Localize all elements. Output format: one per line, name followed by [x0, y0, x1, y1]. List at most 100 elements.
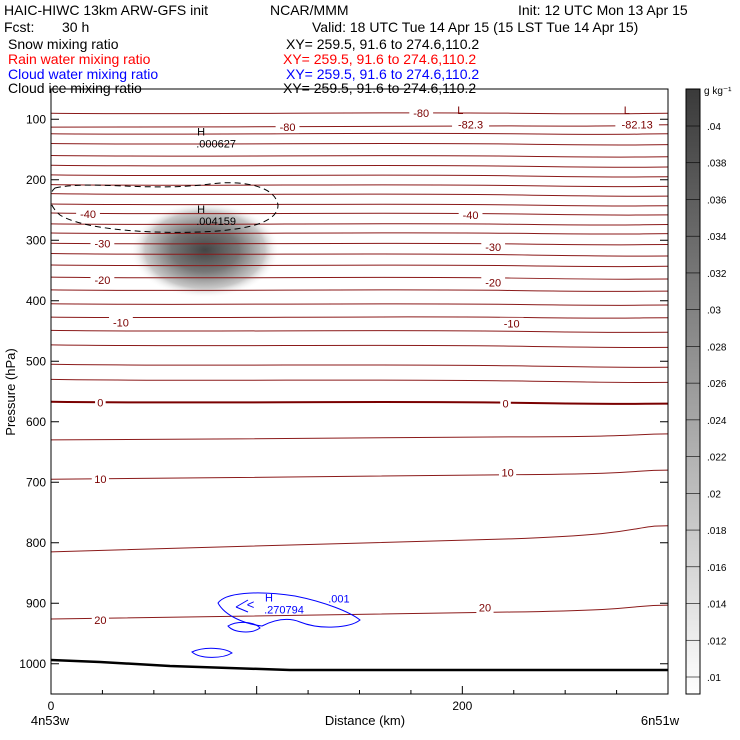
isotherm-line — [51, 469, 668, 480]
temperature-label: -40 — [80, 209, 96, 221]
valid-time: Valid: 18 UTC Tue 14 Apr 15 (15 LST Tue … — [312, 19, 639, 35]
contour-labels: -80 -80 -82.3 -82.13 -40 -40 -30 -30 -20 -20 -10 -1… — [76, 105, 659, 627]
temperature-label-bg — [476, 601, 494, 614]
temperature-label-bg — [275, 121, 300, 134]
temperature-label-bg — [76, 208, 100, 221]
colorbar-ticks: .01 .012 .014 .016 .018 .02 .022 .024 .026 .028 .0… — [686, 122, 727, 684]
isotherm-line — [51, 203, 668, 207]
isotherm-line — [51, 276, 668, 280]
isotherm-line — [51, 289, 668, 292]
model-title: HAIC-HIWC 13km ARW-GFS init — [4, 2, 209, 18]
isotherm-line — [51, 212, 668, 216]
y-tick-label: 800 — [26, 536, 46, 550]
isotherm-line — [51, 124, 668, 128]
temperature-label-bg — [90, 237, 115, 250]
isotherm-line — [51, 184, 668, 188]
temperature-label: -10 — [504, 319, 520, 331]
y-tick-label: 500 — [26, 354, 46, 368]
low-marker: L — [624, 105, 630, 117]
field-name-cloud-water: Cloud water mixing ratio — [8, 66, 159, 82]
colorbar-tick-label: .022 — [707, 453, 727, 464]
isotherm-line — [51, 253, 668, 257]
cloud-water-label: .001 — [328, 593, 349, 605]
temperature-label: -82.13 — [622, 120, 653, 132]
isotherm-line — [51, 378, 668, 384]
field-name-rain: Rain water mixing ratio — [8, 51, 151, 67]
temperature-label-bg — [91, 473, 109, 486]
temperature-label: 20 — [94, 615, 106, 627]
colorbar-tick-label: .026 — [707, 379, 727, 390]
y-tick-label: 200 — [26, 173, 46, 187]
snow-shading — [130, 202, 280, 298]
temperature-label-bg — [452, 118, 490, 131]
cloud-water-contour — [217, 592, 361, 628]
colorbar-tick-label: .01 — [707, 673, 721, 684]
x-tick-label: 200 — [452, 699, 472, 713]
colorbar-tick-label: .018 — [707, 526, 727, 537]
isotherm-line — [51, 223, 668, 226]
x-tick-label: 0 — [48, 699, 55, 713]
temperature-label: 10 — [501, 468, 513, 480]
field-name-cloud-ice: Cloud ice mixing ratio — [8, 80, 142, 96]
high-marker: H — [197, 126, 205, 138]
colorbar-tick-label: .028 — [707, 342, 727, 353]
isotherm-line — [51, 329, 668, 333]
center-title: NCAR/MMM — [270, 2, 349, 18]
colorbar-tick-label: .014 — [707, 600, 727, 611]
temperature-label-bg — [498, 466, 517, 479]
cloud-water-arrow: < — [247, 597, 255, 612]
fcst-value: 30 h — [62, 19, 90, 35]
temperature-label: -40 — [463, 210, 479, 222]
y-tick-label: 300 — [26, 233, 46, 247]
temperature-label: 10 — [94, 474, 106, 486]
field-xy-cloud-ice: XY= 259.5, 91.6 to 274.6,110.2 — [283, 80, 477, 96]
x-axis-label: Distance (km) — [325, 713, 405, 728]
temperature-label-bg — [95, 396, 106, 409]
temperature-label: -20 — [485, 278, 501, 290]
isotherm-line — [51, 316, 668, 319]
field-name-snow: Snow mixing ratio — [8, 36, 119, 52]
isotherm-line — [51, 242, 668, 246]
colorbar-tick-label: .016 — [707, 563, 727, 574]
isotherm-line — [51, 193, 668, 197]
temperature-label-bg — [91, 614, 109, 627]
temperature-label: -30 — [94, 238, 110, 250]
x-right-location: 6n51w — [641, 713, 680, 728]
y-tick-label: 900 — [26, 596, 46, 610]
isotherm-line — [51, 264, 668, 268]
field-xy-rain: XY= 259.5, 91.6 to 274.6,110.2 — [283, 51, 477, 67]
colorbar-tick-label: .04 — [707, 122, 721, 133]
colorbar-tick-label: .012 — [707, 636, 727, 647]
fcst-label: Fcst: — [4, 19, 35, 35]
temperature-label-bg — [109, 316, 133, 329]
temperature-label: -82.3 — [458, 120, 483, 132]
isotherm-line — [51, 303, 668, 306]
y-axis-label: Pressure (hPa) — [3, 348, 18, 435]
terrain-line — [51, 658, 668, 672]
extremum-value: .270794 — [264, 604, 304, 616]
field-xy-snow: XY= 259.5, 91.6 to 274.6,110.2 — [286, 36, 480, 52]
temperature-label: 0 — [502, 399, 508, 411]
isotherm-line — [51, 525, 668, 553]
cloud-water-inner — [235, 599, 249, 613]
temperature-label: -10 — [113, 318, 129, 330]
cloud-water-contour-small — [227, 621, 261, 633]
colorbar-tick-label: .03 — [707, 306, 721, 317]
temperature-label: -80 — [413, 108, 429, 120]
colorbar-tick-label: .036 — [707, 195, 727, 206]
isotherm-line — [51, 155, 668, 158]
colorbar-tick-label: .024 — [707, 416, 727, 427]
cloud-ice-contour — [51, 182, 279, 233]
y-tick-label: 600 — [26, 415, 46, 429]
colorbar-tick-label: .02 — [707, 489, 721, 500]
y-tick-label: 100 — [26, 112, 46, 126]
low-marker: L — [457, 105, 463, 117]
colorbar-tick-label: .038 — [707, 159, 727, 170]
colorbar — [685, 88, 701, 695]
isotherm-line — [51, 174, 668, 178]
temperature-label: -30 — [485, 242, 501, 254]
y-tick-label: 1000 — [19, 657, 46, 671]
isotherm-line — [51, 142, 668, 146]
field-xy-cloud-water: XY= 259.5, 91.6 to 274.6,110.2 — [286, 66, 480, 82]
